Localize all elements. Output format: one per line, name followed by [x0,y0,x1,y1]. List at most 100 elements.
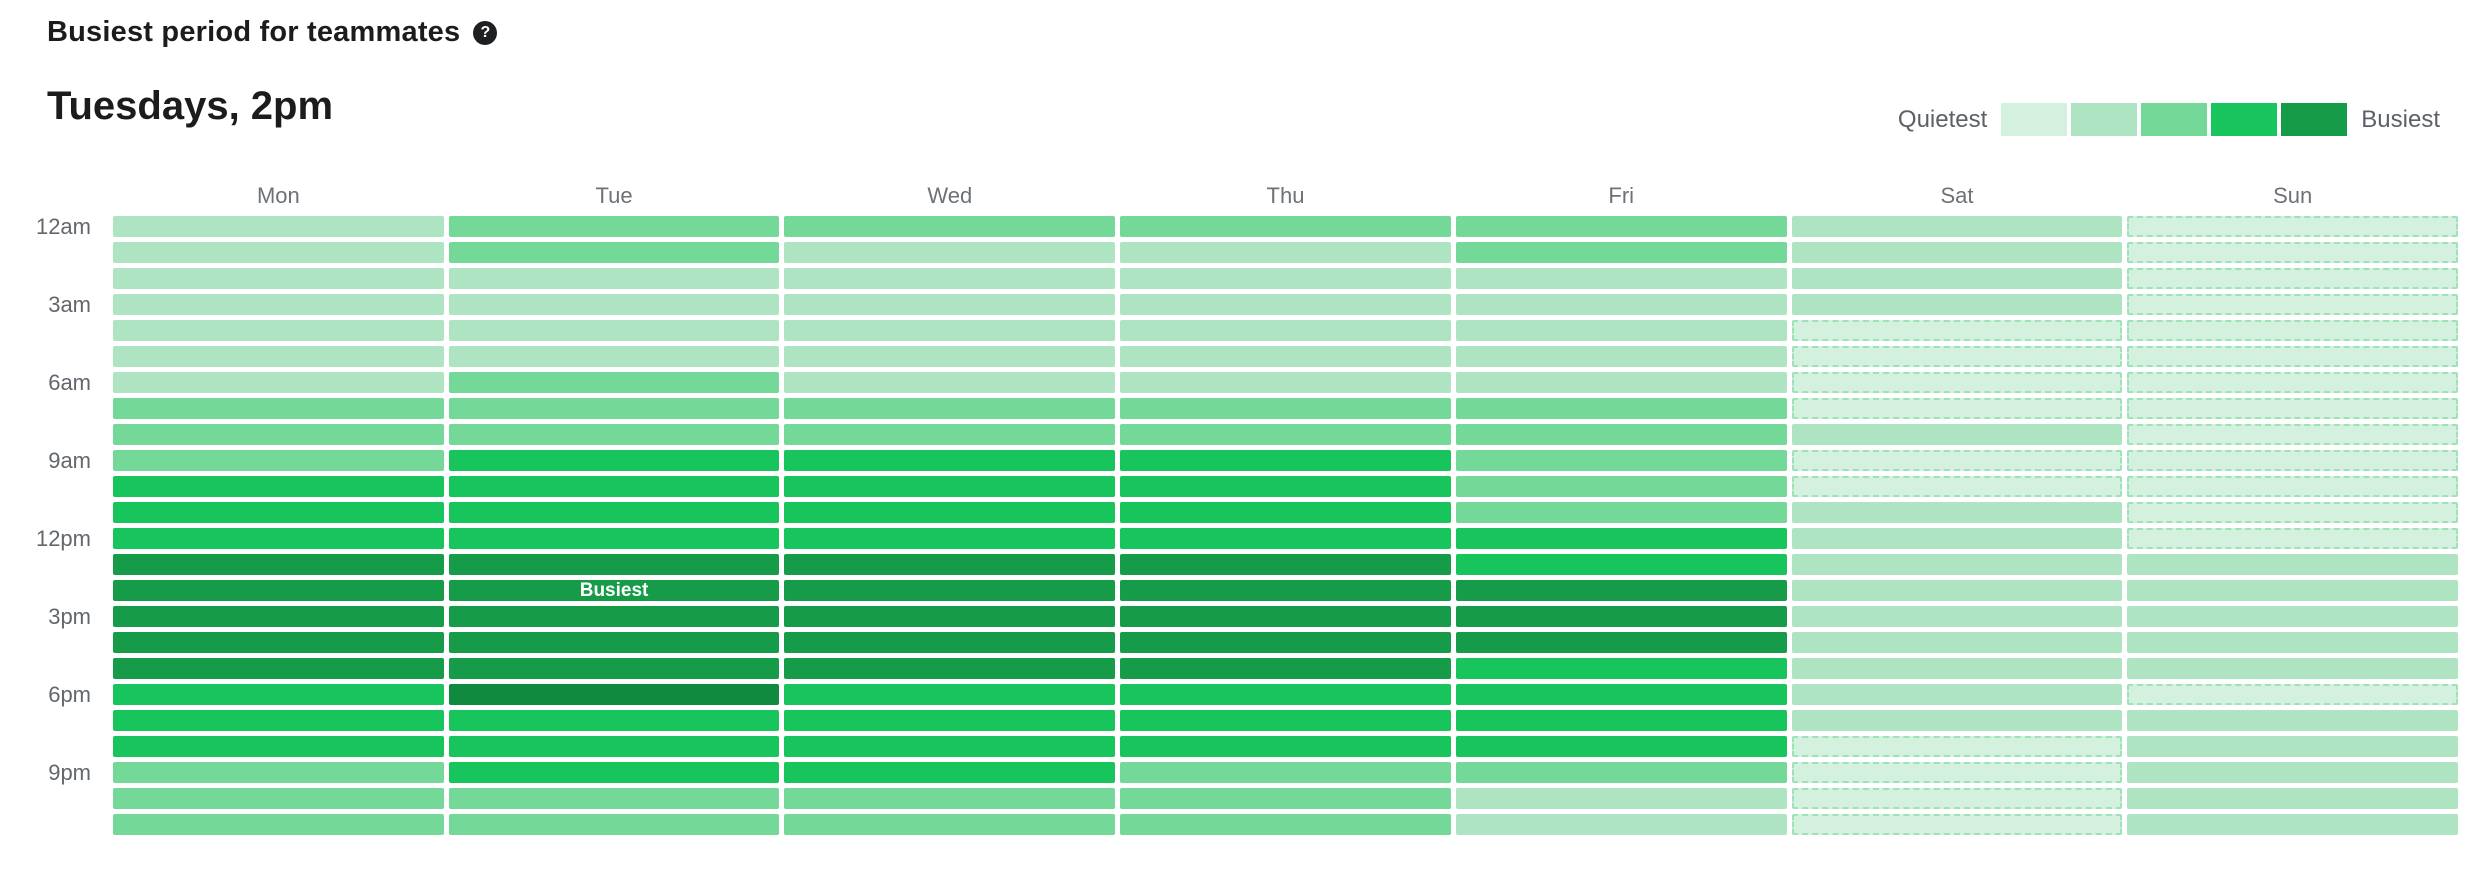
heatmap-cell[interactable] [784,424,1116,445]
heatmap-cell[interactable] [1791,476,2123,497]
heatmap-cell[interactable] [2127,398,2458,419]
heatmap-cell[interactable] [2127,762,2458,783]
heatmap-cell[interactable] [113,632,444,653]
heatmap-cell[interactable] [2127,710,2458,731]
heatmap-cell[interactable] [1120,372,1451,393]
heatmap-cell[interactable] [448,606,780,627]
heatmap-cell[interactable] [1455,580,1787,601]
heatmap-cell[interactable] [113,294,444,315]
heatmap-cell[interactable] [448,736,780,757]
heatmap-cell[interactable] [1120,450,1451,471]
heatmap-cell[interactable] [1120,814,1451,835]
heatmap-cell[interactable] [2127,658,2458,679]
heatmap-cell[interactable] [448,424,780,445]
heatmap-cell[interactable] [448,632,780,653]
heatmap-cell[interactable] [2127,632,2458,653]
heatmap-cell[interactable] [1455,736,1787,757]
heatmap-cell[interactable] [1455,346,1787,367]
heatmap-cell[interactable] [2127,268,2458,289]
heatmap-cell[interactable] [784,346,1116,367]
heatmap-cell[interactable] [784,814,1116,835]
heatmap-cell[interactable] [1791,554,2123,575]
heatmap-cell[interactable] [113,788,444,809]
heatmap-cell[interactable] [1455,710,1787,731]
heatmap-cell[interactable] [1455,268,1787,289]
heatmap-cell[interactable] [1791,320,2123,341]
heatmap-cell[interactable] [1120,528,1451,549]
heatmap-cell[interactable] [1791,684,2123,705]
heatmap-cell[interactable] [1791,658,2123,679]
heatmap-cell[interactable] [2127,294,2458,315]
heatmap-cell[interactable] [2127,736,2458,757]
heatmap-cell[interactable] [1791,710,2123,731]
heatmap-cell[interactable] [1455,554,1787,575]
heatmap-cell[interactable] [784,242,1116,263]
heatmap-cell[interactable] [2127,554,2458,575]
heatmap-cell[interactable] [113,320,444,341]
heatmap-cell[interactable] [2127,216,2458,237]
heatmap-cell[interactable] [113,606,444,627]
heatmap-cell[interactable] [1791,580,2123,601]
heatmap-cell[interactable] [2127,320,2458,341]
heatmap-cell[interactable] [1791,606,2123,627]
heatmap-cell[interactable] [2127,528,2458,549]
heatmap-cell[interactable] [1120,502,1451,523]
heatmap-cell[interactable] [113,398,444,419]
heatmap-cell[interactable] [784,320,1116,341]
heatmap-cell[interactable] [784,216,1116,237]
heatmap-cell[interactable] [1791,398,2123,419]
heatmap-cell[interactable] [1791,450,2123,471]
heatmap-cell[interactable] [448,398,780,419]
heatmap-cell[interactable] [1455,372,1787,393]
heatmap-cell[interactable] [1791,294,2123,315]
heatmap-cell[interactable] [113,684,444,705]
heatmap-cell[interactable] [784,606,1116,627]
heatmap-cell[interactable] [113,216,444,237]
heatmap-cell[interactable] [113,814,444,835]
heatmap-cell[interactable] [113,762,444,783]
heatmap-cell[interactable] [448,814,780,835]
heatmap-cell[interactable] [1120,788,1451,809]
heatmap-cell[interactable] [2127,502,2458,523]
heatmap-cell[interactable] [113,658,444,679]
heatmap-cell[interactable] [2127,606,2458,627]
heatmap-cell[interactable] [2127,814,2458,835]
help-icon[interactable]: ? [473,20,498,45]
heatmap-cell[interactable] [1791,268,2123,289]
heatmap-cell[interactable] [113,580,444,601]
heatmap-cell[interactable] [1455,216,1787,237]
heatmap-cell[interactable] [113,710,444,731]
heatmap-cell[interactable] [448,372,780,393]
heatmap-cell[interactable] [1791,242,2123,263]
heatmap-cell[interactable] [1120,658,1451,679]
heatmap-cell[interactable] [1120,294,1451,315]
heatmap-cell[interactable] [113,502,444,523]
heatmap-cell[interactable] [2127,450,2458,471]
heatmap-cell[interactable] [1455,528,1787,549]
heatmap-cell[interactable] [1120,216,1451,237]
heatmap-cell[interactable] [448,710,780,731]
heatmap-cell[interactable] [2127,242,2458,263]
heatmap-cell[interactable] [113,528,444,549]
heatmap-cell[interactable] [784,372,1116,393]
heatmap-cell[interactable] [113,476,444,497]
heatmap-cell[interactable] [113,424,444,445]
heatmap-cell[interactable] [784,658,1116,679]
heatmap-cell[interactable] [1120,554,1451,575]
heatmap-cell[interactable] [1455,632,1787,653]
heatmap-cell[interactable] [448,450,780,471]
heatmap-cell[interactable] [1791,736,2123,757]
heatmap-cell[interactable] [2127,424,2458,445]
heatmap-cell[interactable] [113,736,444,757]
heatmap-cell[interactable] [1120,268,1451,289]
heatmap-cell[interactable] [113,450,444,471]
heatmap-cell[interactable] [448,216,780,237]
heatmap-cell[interactable] [784,736,1116,757]
heatmap-cell[interactable] [113,372,444,393]
heatmap-cell[interactable] [1120,632,1451,653]
heatmap-cell[interactable]: Busiest [448,580,780,601]
heatmap-cell[interactable] [784,554,1116,575]
heatmap-cell[interactable] [1455,788,1787,809]
heatmap-cell[interactable] [1791,632,2123,653]
heatmap-cell[interactable] [1791,424,2123,445]
